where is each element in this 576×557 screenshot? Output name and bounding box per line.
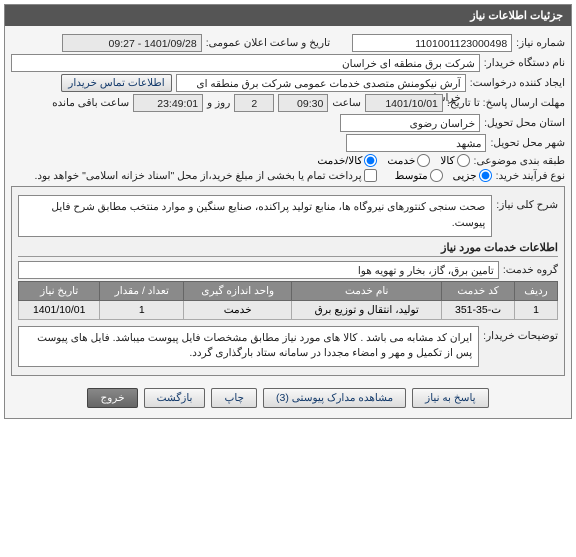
- radio-medium[interactable]: متوسط: [395, 169, 443, 182]
- ann-date-label: تاریخ و ساعت اعلان عمومی:: [206, 37, 330, 49]
- radio-medium-label: متوسط: [395, 170, 428, 182]
- treasury-label: پرداخت تمام یا بخشی از مبلغ خرید،از محل …: [34, 170, 361, 182]
- deadline-time-label: ساعت: [332, 97, 361, 109]
- footer: پاسخ به نیاز مشاهده مدارک پیوستی (3) چاپ…: [11, 380, 565, 412]
- buyer-org-label: نام دستگاه خریدار:: [484, 57, 565, 69]
- radio-medium-input[interactable]: [430, 169, 443, 182]
- cell-0: 1: [514, 300, 557, 319]
- col-1: کد خدمت: [442, 281, 515, 300]
- row-service-group: گروه خدمت: تامین برق، گاز، بخار و تهویه …: [18, 261, 558, 279]
- deadline-date: 1401/10/01: [365, 94, 443, 112]
- radio-goods-label: کالا: [440, 155, 454, 167]
- radio-service[interactable]: خدمت: [387, 154, 430, 167]
- creator-value: آرش نیکومنش متصدی خدمات عمومی شرکت برق م…: [176, 74, 466, 92]
- row-req-ann: شماره نیاز: 1101001123000498 تاریخ و ساع…: [11, 34, 565, 52]
- desc-text: صحت سنجی کنتورهای نیروگاه ها، منابع تولی…: [18, 195, 492, 237]
- radio-minor[interactable]: جزیی: [453, 169, 492, 182]
- row-province: استان محل تحویل: خراسان رضوی: [11, 114, 565, 132]
- col-2: نام خدمت: [292, 281, 442, 300]
- province-label: استان محل تحویل:: [484, 117, 565, 129]
- treasury-checkbox[interactable]: [364, 169, 377, 182]
- req-no-label: شماره نیاز:: [516, 37, 565, 49]
- city-value: مشهد: [346, 134, 486, 152]
- service-group-value: تامین برق، گاز، بخار و تهویه هوا: [18, 261, 499, 279]
- services-thead: ردیف کد خدمت نام خدمت واحد اندازه گیری ت…: [19, 281, 558, 300]
- services-title: اطلاعات خدمات مورد نیاز: [18, 241, 558, 254]
- row-process-type: نوع فرآیند خرید: جزیی متوسط پرداخت تمام …: [11, 169, 565, 182]
- process-type-label: نوع فرآیند خرید:: [496, 170, 565, 182]
- services-hr: [18, 256, 558, 257]
- buyer-org-value: شرکت برق منطقه ای خراسان: [11, 54, 480, 72]
- deadline-days: 2: [234, 94, 274, 112]
- row-desc: شرح کلی نیاز: صحت سنجی کنتورهای نیروگاه …: [18, 195, 558, 237]
- deadline-label: مهلت ارسال پاسخ: تا تاریخ:: [447, 97, 565, 109]
- cell-3: خدمت: [184, 300, 292, 319]
- col-3: واحد اندازه گیری: [184, 281, 292, 300]
- print-button[interactable]: چاپ: [211, 388, 257, 408]
- row-city: شهر محل تحویل: مشهد: [11, 134, 565, 152]
- col-4: تعداد / مقدار: [100, 281, 184, 300]
- table-row: 1 ت-35-351 تولید، انتقال و توزیع برق خدم…: [19, 300, 558, 319]
- row-creator: ایجاد کننده درخواست: آرش نیکومنش متصدی خ…: [11, 74, 565, 92]
- main-panel: جزئیات اطلاعات نیاز شماره نیاز: 11010011…: [4, 4, 572, 419]
- service-group-label: گروه خدمت:: [503, 264, 558, 276]
- deadline-remain-label: ساعت باقی مانده: [52, 97, 129, 109]
- cell-1: ت-35-351: [442, 300, 515, 319]
- deadline-remain: 23:49:01: [133, 94, 203, 112]
- radio-goods-input[interactable]: [457, 154, 470, 167]
- subject-class-label: طبقه بندی موضوعی:: [474, 155, 565, 167]
- attachments-button[interactable]: مشاهده مدارک پیوستی (3): [263, 388, 406, 408]
- radio-goods[interactable]: کالا: [440, 154, 469, 167]
- services-table: ردیف کد خدمت نام خدمت واحد اندازه گیری ت…: [18, 281, 558, 320]
- radio-service-input[interactable]: [417, 154, 430, 167]
- ann-date-value: 1401/09/28 - 09:27: [62, 34, 202, 52]
- services-tbody: 1 ت-35-351 تولید، انتقال و توزیع برق خدم…: [19, 300, 558, 319]
- contact-buyer-button[interactable]: اطلاعات تماس خریدار: [61, 74, 171, 92]
- city-label: شهر محل تحویل:: [490, 137, 565, 149]
- creator-label: ایجاد کننده درخواست:: [470, 77, 565, 89]
- radio-both-input[interactable]: [364, 154, 377, 167]
- services-header-row: ردیف کد خدمت نام خدمت واحد اندازه گیری ت…: [19, 281, 558, 300]
- buyer-notes-label: توضیحات خریدار:: [483, 326, 558, 342]
- cell-2: تولید، انتقال و توزیع برق: [292, 300, 442, 319]
- col-0: ردیف: [514, 281, 557, 300]
- subject-class-group: کالا خدمت کالا/خدمت: [317, 154, 469, 167]
- radio-both-label: کالا/خدمت: [317, 155, 362, 167]
- respond-button[interactable]: پاسخ به نیاز: [412, 388, 488, 408]
- row-subject-class: طبقه بندی موضوعی: کالا خدمت کالا/خدمت: [11, 154, 565, 167]
- radio-both[interactable]: کالا/خدمت: [317, 154, 377, 167]
- col-5: تاریخ نیاز: [19, 281, 100, 300]
- deadline-time: 09:30: [278, 94, 328, 112]
- radio-minor-input[interactable]: [479, 169, 492, 182]
- panel-body: شماره نیاز: 1101001123000498 تاریخ و ساع…: [5, 26, 571, 418]
- req-no-value: 1101001123000498: [352, 34, 512, 52]
- panel-title: جزئیات اطلاعات نیاز: [5, 5, 571, 26]
- province-value: خراسان رضوی: [340, 114, 480, 132]
- cell-4: 1: [100, 300, 184, 319]
- radio-minor-label: جزیی: [453, 170, 477, 182]
- row-buyer-org: نام دستگاه خریدار: شرکت برق منطقه ای خرا…: [11, 54, 565, 72]
- back-button[interactable]: بازگشت: [144, 388, 206, 408]
- radio-service-label: خدمت: [387, 155, 415, 167]
- buyer-notes-text: ایران کد مشابه می باشد . کالا های مورد ن…: [18, 326, 479, 368]
- process-type-group: جزیی متوسط: [395, 169, 492, 182]
- row-buyer-notes: توضیحات خریدار: ایران کد مشابه می باشد .…: [18, 326, 558, 368]
- row-deadline: مهلت ارسال پاسخ: تا تاریخ: 1401/10/01 سا…: [11, 94, 565, 112]
- inner-panel: شرح کلی نیاز: صحت سنجی کنتورهای نیروگاه …: [11, 186, 565, 376]
- deadline-days-label: روز و: [207, 97, 230, 109]
- cell-5: 1401/10/01: [19, 300, 100, 319]
- exit-button[interactable]: خروج: [87, 388, 137, 408]
- treasury-checkbox-wrap: پرداخت تمام یا بخشی از مبلغ خرید،از محل …: [34, 169, 376, 182]
- desc-label: شرح کلی نیاز:: [496, 195, 558, 211]
